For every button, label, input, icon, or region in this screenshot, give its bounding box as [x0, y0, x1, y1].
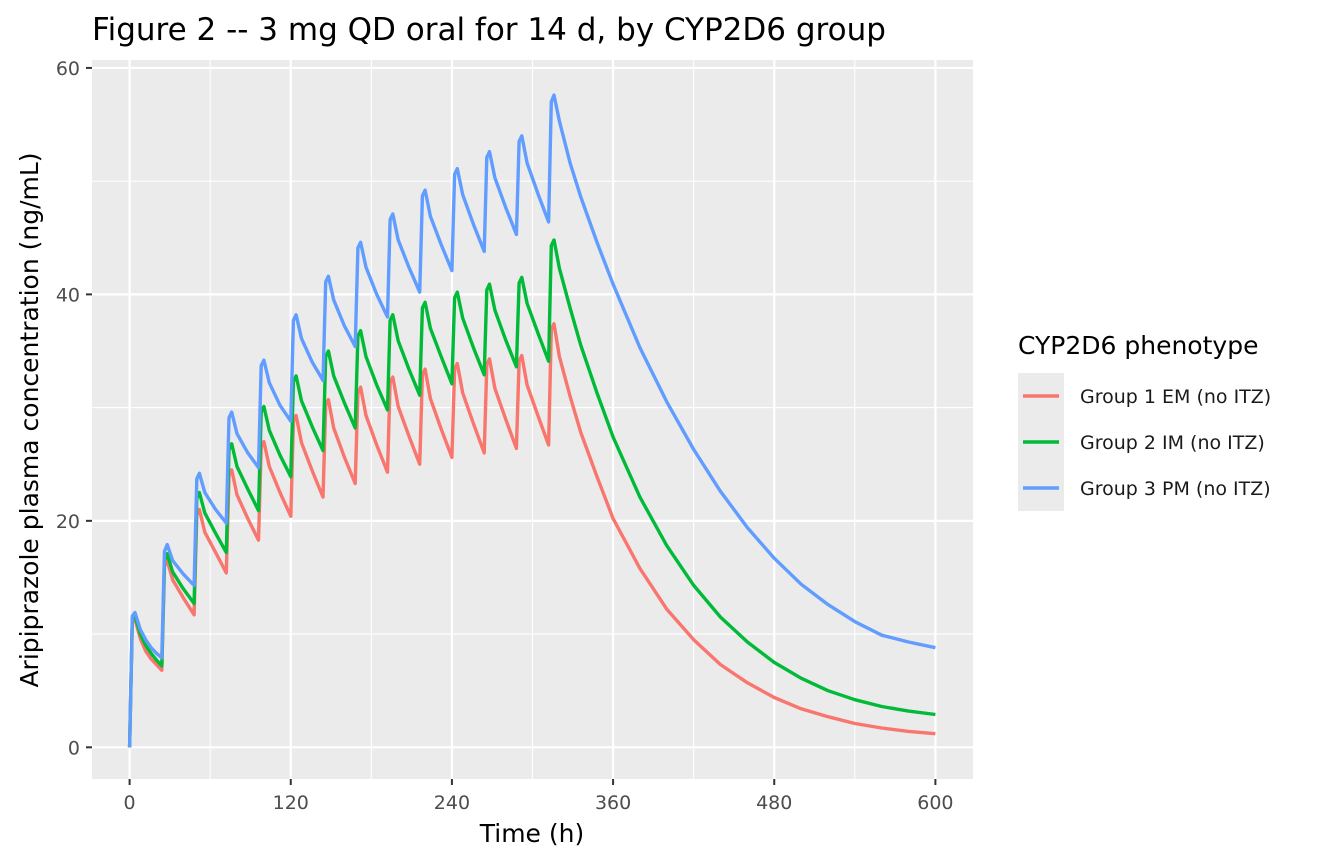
x-tick-label: 240	[434, 792, 470, 814]
legend-title: CYP2D6 phenotype	[1018, 331, 1258, 360]
legend-items: Group 1 EM (no ITZ) Group 2 IM (no ITZ) Gr…	[1018, 373, 1271, 511]
x-axis-title: Time (h)	[479, 819, 584, 848]
legend-label-2: Group 2 IM (no ITZ)	[1080, 432, 1265, 454]
chart-title: Figure 2 -- 3 mg QD oral for 14 d, by CY…	[92, 12, 886, 48]
x-tick-label: 480	[756, 792, 792, 814]
legend-label-1: Group 1 EM (no ITZ)	[1080, 386, 1271, 408]
y-axis-title: Aripiprazole plasma concentration (ng/mL…	[15, 152, 44, 687]
series-line-3	[127, 93, 936, 748]
x-axis-ticks: 0 120 240 360 480 600	[124, 779, 954, 814]
series-line-1	[127, 322, 936, 748]
y-tick-label: 0	[68, 737, 80, 759]
x-tick-label: 0	[124, 792, 136, 814]
legend-label-3: Group 3 PM (no ITZ)	[1080, 478, 1271, 500]
y-tick-label: 60	[56, 58, 80, 80]
y-tick-label: 40	[56, 284, 80, 306]
x-tick-label: 600	[917, 792, 953, 814]
y-tick-label: 20	[56, 511, 80, 533]
x-tick-label: 360	[595, 792, 631, 814]
series-line-2	[127, 238, 936, 748]
y-axis-ticks: 0 20 40 60	[56, 58, 92, 759]
legend: CYP2D6 phenotype Group 1 EM (no ITZ)Grou…	[1018, 331, 1271, 511]
x-tick-label: 120	[273, 792, 309, 814]
series-layer	[127, 93, 936, 748]
